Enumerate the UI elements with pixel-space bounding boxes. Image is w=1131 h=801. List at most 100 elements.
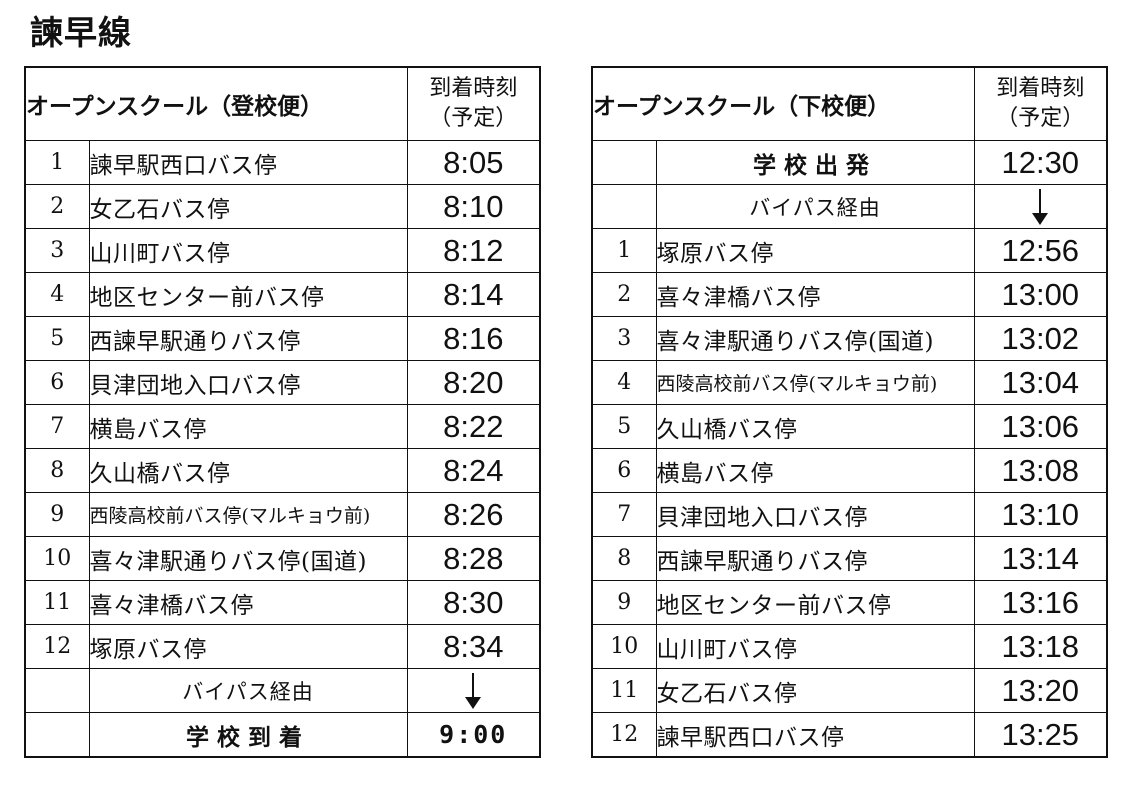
via-row: バイパス経由 — [591, 184, 1108, 229]
table-row: 4 地区センター前バス停 8:14 — [24, 272, 541, 317]
return-timetable: オープンスクール（下校便） 到着時刻 （予定） 学校出発 12:30 バイパス経… — [591, 66, 1109, 758]
arrival-time: 13:18 — [973, 624, 1108, 669]
arrival-time: 13:00 — [973, 272, 1108, 317]
via-label: バイパス経由 — [655, 184, 975, 229]
table-row: 7 横島バス停 8:22 — [24, 404, 541, 449]
stop-number: 12 — [591, 712, 657, 758]
stop-number: 9 — [24, 492, 90, 537]
stop-number: 5 — [24, 316, 90, 361]
table-row: 6 横島バス停 13:08 — [591, 448, 1108, 493]
stop-number: 9 — [591, 580, 657, 625]
table-row: 12 塚原バス停 8:34 — [24, 624, 541, 669]
stop-number: 11 — [24, 580, 90, 625]
stop-name: 女乙石バス停 — [655, 668, 975, 713]
stop-number: 2 — [24, 184, 90, 229]
table-row: 8 久山橋バス停 8:24 — [24, 448, 541, 493]
time-header-label: 到着時刻 — [429, 76, 518, 101]
stop-name: 諫早駅西口バス停 — [655, 712, 975, 758]
stop-name: 塚原バス停 — [655, 228, 975, 273]
arrival-time: 8:22 — [406, 404, 541, 449]
arrival-time: 13:06 — [973, 404, 1108, 449]
table-row: 12 諫早駅西口バス停 13:25 — [591, 712, 1108, 758]
down-arrow-icon — [406, 668, 541, 713]
stop-name: 西諫早駅通りバス停 — [655, 536, 975, 581]
table-row: 8 西諫早駅通りバス停 13:14 — [591, 536, 1108, 581]
arrival-time: 13:25 — [973, 712, 1108, 758]
stop-name: 貝津団地入口バス停 — [655, 492, 975, 537]
table-title: オープンスクール（登校便） — [24, 66, 408, 141]
table-row: 3 喜々津駅通りバス停(国道) 13:02 — [591, 316, 1108, 361]
time-header-label: 到着時刻 — [996, 76, 1085, 101]
empty-cell — [24, 668, 90, 713]
table-row: 11 女乙石バス停 13:20 — [591, 668, 1108, 713]
arrival-row: 学校到着 9:00 — [24, 712, 541, 758]
stop-name: 地区センター前バス停 — [88, 272, 408, 317]
stop-number: 4 — [24, 272, 90, 317]
table-row: 10 山川町バス停 13:18 — [591, 624, 1108, 669]
stop-name: 喜々津橋バス停 — [88, 580, 408, 625]
arrival-time: 13:04 — [973, 360, 1108, 405]
table-row: 9 西陵高校前バス停(マルキョウ前) 8:26 — [24, 492, 541, 537]
arrival-time: 8:12 — [406, 228, 541, 273]
stop-number: 12 — [24, 624, 90, 669]
table-row: 5 西諫早駅通りバス停 8:16 — [24, 316, 541, 361]
arrival-time: 8:26 — [406, 492, 541, 537]
stop-number: 4 — [591, 360, 657, 405]
arrival-time: 13:02 — [973, 316, 1108, 361]
stop-name: 横島バス停 — [88, 404, 408, 449]
stop-number: 7 — [24, 404, 90, 449]
stop-number: 7 — [591, 492, 657, 537]
stop-name: 喜々津駅通りバス停(国道) — [655, 316, 975, 361]
departure-time: 12:30 — [973, 140, 1108, 185]
time-header-note: （予定） — [429, 106, 518, 131]
return-rows: 1 塚原バス停 12:56 2 喜々津橋バス停 13:00 3 喜々津駅通りバス停(国道) 13… — [591, 228, 1108, 758]
stop-name: 久山橋バス停 — [655, 404, 975, 449]
stop-name: 横島バス停 — [655, 448, 975, 493]
down-arrow-icon — [973, 184, 1108, 229]
stop-name: 喜々津橋バス停 — [655, 272, 975, 317]
stop-name: 西陵高校前バス停(マルキョウ前) — [655, 360, 975, 405]
departure-row: 学校出発 12:30 — [591, 140, 1108, 185]
arrival-time: 9:00 — [406, 712, 541, 758]
stop-name: 山川町バス停 — [655, 624, 975, 669]
arrival-time: 8:14 — [406, 272, 541, 317]
arrival-label: 学校到着 — [88, 712, 408, 758]
table-row: 2 女乙石バス停 8:10 — [24, 184, 541, 229]
outbound-timetable: オープンスクール（登校便） 到着時刻 （予定） 1 諫早駅西口バス停 8:05 2 女乙… — [24, 66, 542, 758]
stop-name: 喜々津駅通りバス停(国道) — [88, 536, 408, 581]
arrival-time: 12:56 — [973, 228, 1108, 273]
arrival-time: 8:28 — [406, 536, 541, 581]
via-label: バイパス経由 — [88, 668, 408, 713]
arrival-time: 13:10 — [973, 492, 1108, 537]
stop-name: 西諫早駅通りバス停 — [88, 316, 408, 361]
stop-name: 女乙石バス停 — [88, 184, 408, 229]
via-row: バイパス経由 — [24, 668, 541, 713]
arrival-time: 13:14 — [973, 536, 1108, 581]
time-header-note: （予定） — [996, 106, 1085, 131]
time-column-header: 到着時刻 （予定） — [973, 66, 1108, 141]
table-row: 11 喜々津橋バス停 8:30 — [24, 580, 541, 625]
stop-number: 10 — [591, 624, 657, 669]
time-column-header: 到着時刻 （予定） — [406, 66, 541, 141]
arrival-time: 13:08 — [973, 448, 1108, 493]
stop-name: 久山橋バス停 — [88, 448, 408, 493]
arrival-time: 8:05 — [406, 140, 541, 185]
stop-number: 3 — [24, 228, 90, 273]
stop-number: 3 — [591, 316, 657, 361]
arrival-time: 8:20 — [406, 360, 541, 405]
stop-number: 2 — [591, 272, 657, 317]
stop-number: 10 — [24, 536, 90, 581]
stop-number: 8 — [591, 536, 657, 581]
arrival-time: 13:20 — [973, 668, 1108, 713]
stop-number: 6 — [24, 360, 90, 405]
stop-name: 貝津団地入口バス停 — [88, 360, 408, 405]
stop-name: 地区センター前バス停 — [655, 580, 975, 625]
arrival-time: 8:30 — [406, 580, 541, 625]
table-title: オープンスクール（下校便） — [591, 66, 975, 141]
stop-name: 西陵高校前バス停(マルキョウ前) — [88, 492, 408, 537]
table-row: 2 喜々津橋バス停 13:00 — [591, 272, 1108, 317]
table-row: 5 久山橋バス停 13:06 — [591, 404, 1108, 449]
arrival-time: 8:34 — [406, 624, 541, 669]
stop-name: 塚原バス停 — [88, 624, 408, 669]
stop-number: 1 — [591, 228, 657, 273]
